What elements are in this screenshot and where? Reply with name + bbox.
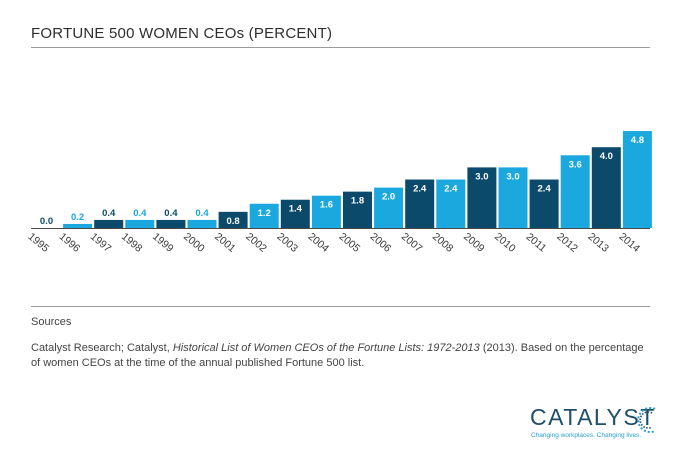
bar-2003 (280, 199, 310, 228)
bar-1999 (156, 219, 186, 228)
x-tick-label-1995: 1995 (26, 231, 52, 255)
bar-2010 (498, 167, 528, 228)
x-tick-label-2012: 2012 (554, 231, 580, 255)
value-label-1999: 0.4 (164, 208, 178, 219)
bar-1998 (125, 219, 155, 228)
x-tick-label-2008: 2008 (430, 231, 456, 255)
chart-title: FORTUNE 500 WOMEN CEOs (PERCENT) (31, 25, 333, 42)
x-tick-label-1999: 1999 (150, 231, 176, 255)
x-tick-label-2010: 2010 (492, 231, 518, 255)
sources-text-end: (2013). Based on the percentage of women… (31, 342, 644, 369)
value-label-1998: 0.4 (133, 208, 147, 219)
x-tick-label-2009: 2009 (461, 231, 487, 255)
bar-2000 (187, 219, 217, 228)
logo-wordmark: CATALYST (530, 404, 656, 430)
value-label-2009: 3.0 (475, 171, 488, 182)
bar-2002 (249, 203, 279, 228)
x-tick-label-2007: 2007 (399, 231, 425, 255)
x-tick-label-2011: 2011 (524, 231, 549, 255)
x-tick-label-2000: 2000 (181, 231, 207, 255)
x-tick-label-2006: 2006 (368, 231, 394, 255)
value-label-2004: 1.6 (320, 200, 333, 211)
x-tick-label-2003: 2003 (274, 231, 300, 255)
x-tick-label-2005: 2005 (337, 231, 363, 255)
bar-2006 (374, 187, 404, 228)
value-label-2010: 3.0 (506, 171, 519, 182)
value-label-2005: 1.8 (351, 196, 364, 207)
bar-1997 (94, 219, 124, 228)
x-tick-label-2013: 2013 (585, 231, 611, 255)
catalyst-mark-icon (637, 407, 656, 433)
value-label-2011: 2.4 (537, 184, 551, 195)
bar-2007 (405, 179, 435, 228)
value-label-1996: 0.2 (71, 212, 84, 223)
bar-2005 (343, 191, 372, 228)
value-label-2002: 1.2 (258, 208, 271, 219)
value-label-1995: 0.0 (40, 216, 53, 227)
sources-text-start: Catalyst Research; Catalyst, (31, 342, 173, 354)
bar-2001 (218, 211, 248, 228)
bar-1996 (63, 223, 93, 228)
value-label-2014: 4.8 (631, 135, 644, 146)
value-label-2007: 2.4 (413, 184, 427, 195)
sources-text: Catalyst Research; Catalyst, Historical … (31, 341, 653, 371)
value-label-2013: 4.0 (600, 151, 613, 162)
catalyst-logo: CATALYST Changing workplaces. Changing l… (520, 400, 660, 440)
bar-2014 (622, 131, 652, 228)
x-tick-label-1998: 1998 (119, 231, 145, 255)
bar-2013 (591, 147, 621, 228)
value-label-2006: 2.0 (382, 192, 395, 203)
value-label-2012: 3.6 (569, 159, 582, 170)
x-tick-label-2002: 2002 (243, 231, 269, 255)
value-label-2008: 2.4 (444, 184, 458, 195)
sources-heading: Sources (31, 316, 72, 328)
value-label-2000: 0.4 (195, 208, 209, 219)
logo-tagline: Changing workplaces. Changing lives. (531, 432, 642, 439)
sources-title-italic: Historical List of Women CEOs of the For… (172, 342, 480, 354)
x-tick-label-2001: 2001 (212, 231, 238, 255)
x-tick-label-2004: 2004 (306, 231, 332, 255)
value-label-2001: 0.8 (226, 216, 239, 227)
bar-2012 (560, 155, 590, 228)
x-tick-label-2014: 2014 (617, 231, 643, 255)
x-tick-label-1996: 1996 (57, 231, 83, 255)
bar-2009 (467, 167, 497, 228)
x-tick-label-1997: 1997 (88, 231, 114, 255)
bar-2011 (529, 179, 559, 228)
value-label-2003: 1.4 (289, 204, 303, 215)
sources-divider (31, 306, 650, 307)
bar-2008 (436, 179, 466, 228)
bar-chart: 0.0 1995 0.2 1996 0.4 1997 0.4 1998 0.4 1999 0.4 20… (26, 131, 652, 255)
title-divider (31, 47, 650, 48)
value-label-1997: 0.4 (102, 208, 116, 219)
bar-2004 (311, 195, 341, 228)
